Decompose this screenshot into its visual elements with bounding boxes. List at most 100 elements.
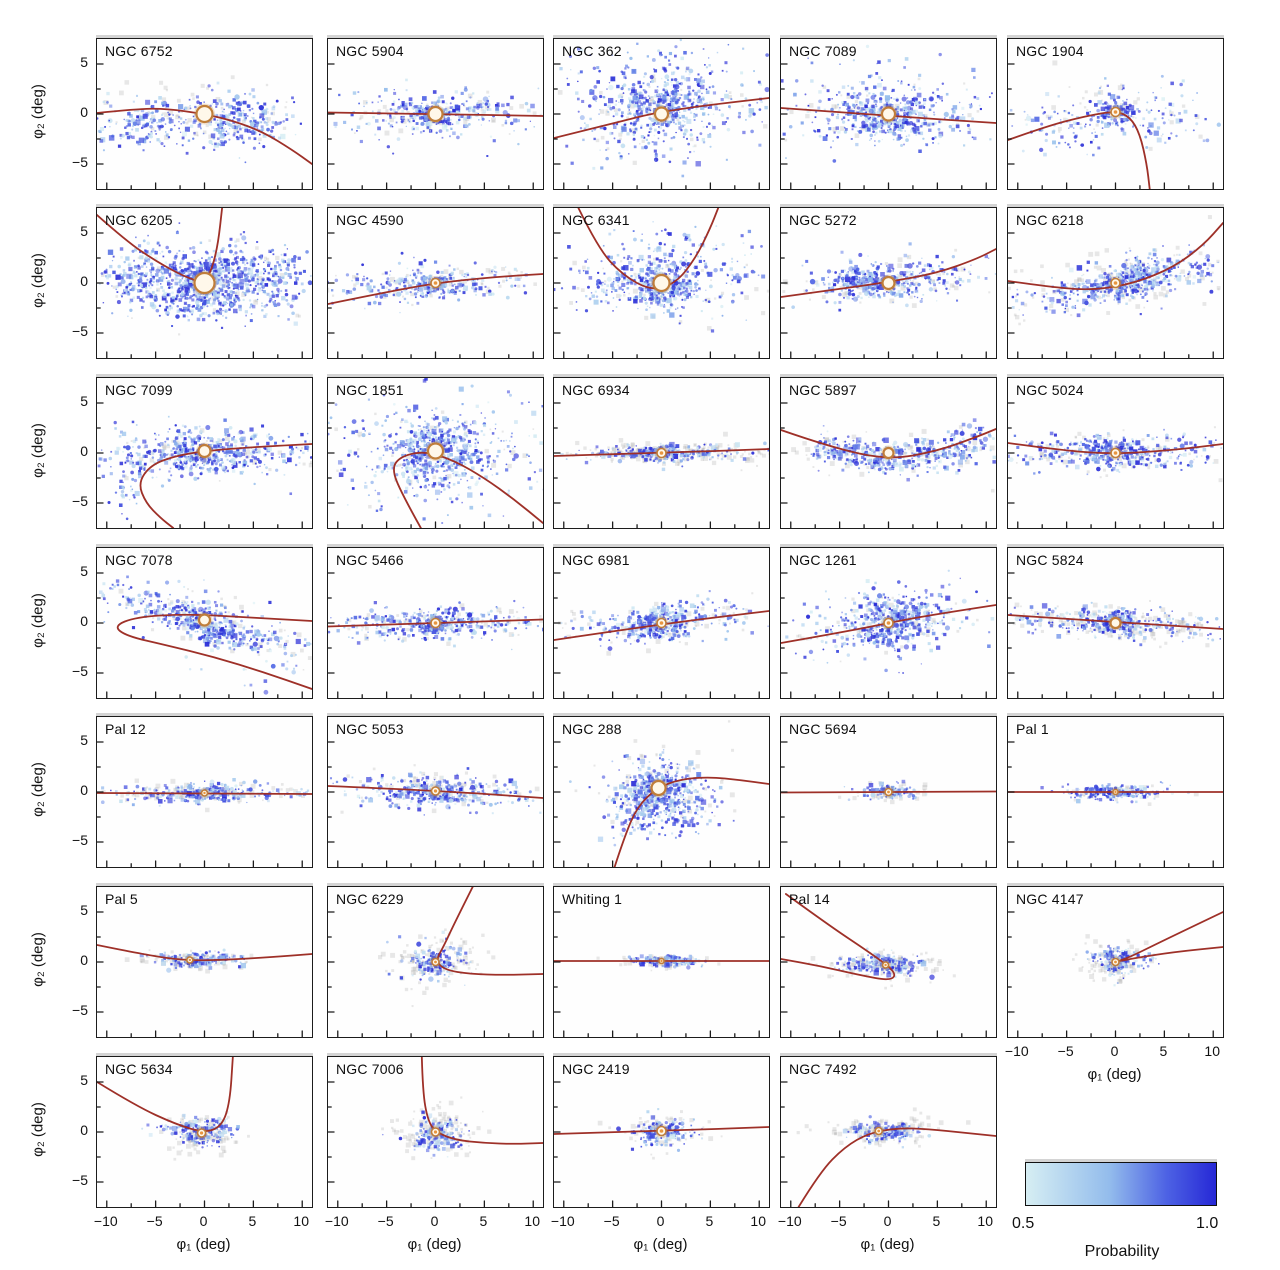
y-axis-label: φ₂ (deg) [29, 1102, 47, 1157]
scatter-canvas-ngc-6218 [1007, 207, 1224, 359]
x-tick-label: 10 [977, 1213, 993, 1229]
y-tick-label: 5 [80, 1072, 88, 1088]
y-tick-label: 5 [80, 54, 88, 70]
x-tick-label: 0 [656, 1213, 665, 1229]
scatter-canvas-ngc-6205 [96, 207, 313, 359]
x-tick-label: −5 [377, 1213, 394, 1229]
panel-ngc-362: NGC 362 [553, 38, 770, 190]
panel-whiting-1: Whiting 1 [553, 886, 770, 1038]
panel-ngc-7006: NGC 7006 [327, 1056, 544, 1208]
scatter-canvas-ngc-4147 [1007, 886, 1224, 1038]
x-axis-label: φ₁ (deg) [176, 1236, 231, 1253]
panel-ngc-7078: NGC 7078 [96, 547, 313, 699]
y-axis-label: φ₂ (deg) [29, 84, 47, 139]
x-tick-label: 10 [293, 1213, 309, 1229]
x-axis-label: φ₁ (deg) [860, 1236, 915, 1253]
scatter-canvas-ngc-5053 [327, 716, 544, 868]
y-tick-label: −5 [72, 832, 88, 848]
scatter-canvas-pal-14 [780, 886, 997, 1038]
scatter-canvas-ngc-7492 [780, 1056, 997, 1208]
x-tick-label: 5 [705, 1213, 714, 1229]
scatter-canvas-pal-12 [96, 716, 313, 868]
y-tick-label: −5 [72, 493, 88, 509]
scatter-canvas-ngc-6341 [553, 207, 770, 359]
scatter-canvas-ngc-5897 [780, 377, 997, 529]
x-tick-label: 5 [479, 1213, 488, 1229]
x-axis-label: φ₁ (deg) [1087, 1066, 1142, 1083]
y-tick-label: −5 [72, 1002, 88, 1018]
x-tick-label: 10 [1204, 1043, 1220, 1059]
y-tick-label: −5 [72, 663, 88, 679]
x-tick-label: 0 [199, 1213, 208, 1229]
y-tick-label: 0 [80, 273, 88, 289]
panel-ngc-6229: NGC 6229 [327, 886, 544, 1038]
x-axis-label: φ₁ (deg) [407, 1236, 462, 1253]
scatter-canvas-ngc-2419 [553, 1056, 770, 1208]
panel-ngc-1904: NGC 1904 [1007, 38, 1224, 190]
scatter-canvas-ngc-6981 [553, 547, 770, 699]
scatter-canvas-ngc-5824 [1007, 547, 1224, 699]
panel-pal-5: Pal 5 [96, 886, 313, 1038]
scatter-canvas-ngc-362 [553, 38, 770, 190]
panel-ngc-5634: NGC 5634 [96, 1056, 313, 1208]
panel-ngc-5904: NGC 5904 [327, 38, 544, 190]
scatter-canvas-ngc-1261 [780, 547, 997, 699]
x-axis-label: φ₁ (deg) [633, 1236, 688, 1253]
y-tick-label: 0 [80, 782, 88, 798]
x-tick-label: 10 [750, 1213, 766, 1229]
x-tick-label: 0 [883, 1213, 892, 1229]
scatter-canvas-whiting-1 [553, 886, 770, 1038]
panel-ngc-7492: NGC 7492 [780, 1056, 997, 1208]
scatter-canvas-ngc-4590 [327, 207, 544, 359]
scatter-canvas-ngc-5634 [96, 1056, 313, 1208]
x-tick-label: −10 [1004, 1043, 1029, 1059]
panel-ngc-6205: NGC 6205 [96, 207, 313, 359]
panel-ngc-5024: NGC 5024 [1007, 377, 1224, 529]
x-tick-label: 0 [430, 1213, 439, 1229]
scatter-canvas-ngc-6752 [96, 38, 313, 190]
y-axis-label: φ₂ (deg) [29, 932, 47, 987]
panel-ngc-4590: NGC 4590 [327, 207, 544, 359]
panel-ngc-5897: NGC 5897 [780, 377, 997, 529]
y-axis-label: φ₂ (deg) [29, 762, 47, 817]
y-tick-label: 0 [80, 443, 88, 459]
y-tick-label: 0 [80, 952, 88, 968]
scatter-canvas-ngc-1851 [327, 377, 544, 529]
y-tick-label: 5 [80, 732, 88, 748]
y-axis-label: φ₂ (deg) [29, 253, 47, 308]
y-tick-label: −5 [72, 154, 88, 170]
panel-ngc-2419: NGC 2419 [553, 1056, 770, 1208]
panel-ngc-5272: NGC 5272 [780, 207, 997, 359]
scatter-canvas-ngc-7099 [96, 377, 313, 529]
scatter-canvas-ngc-6934 [553, 377, 770, 529]
scatter-canvas-pal-1 [1007, 716, 1224, 868]
scatter-canvas-ngc-5904 [327, 38, 544, 190]
colorbar-title: Probability [1084, 1243, 1160, 1260]
scatter-canvas-ngc-5272 [780, 207, 997, 359]
panel-ngc-1851: NGC 1851 [327, 377, 544, 529]
x-tick-label: −10 [93, 1213, 118, 1229]
panel-ngc-5053: NGC 5053 [327, 716, 544, 868]
y-tick-label: −5 [72, 1172, 88, 1188]
x-tick-label: 5 [248, 1213, 257, 1229]
colorbar-gradient [1025, 1162, 1217, 1206]
x-tick-label: 10 [524, 1213, 540, 1229]
scatter-canvas-pal-5 [96, 886, 313, 1038]
panel-ngc-7099: NGC 7099 [96, 377, 313, 529]
x-tick-label: −5 [830, 1213, 847, 1229]
x-tick-label: 5 [932, 1213, 941, 1229]
x-tick-label: 5 [1159, 1043, 1168, 1059]
x-tick-label: 0 [1110, 1043, 1119, 1059]
y-tick-label: 5 [80, 393, 88, 409]
x-tick-label: −5 [146, 1213, 163, 1229]
x-tick-label: −10 [324, 1213, 349, 1229]
scatter-canvas-ngc-5024 [1007, 377, 1224, 529]
scatter-canvas-ngc-1904 [1007, 38, 1224, 190]
panel-ngc-5824: NGC 5824 [1007, 547, 1224, 699]
x-tick-label: −5 [603, 1213, 620, 1229]
panel-ngc-6752: NGC 6752 [96, 38, 313, 190]
panel-ngc-5466: NGC 5466 [327, 547, 544, 699]
panel-pal-12: Pal 12 [96, 716, 313, 868]
y-tick-label: 0 [80, 613, 88, 629]
panel-ngc-7089: NGC 7089 [780, 38, 997, 190]
